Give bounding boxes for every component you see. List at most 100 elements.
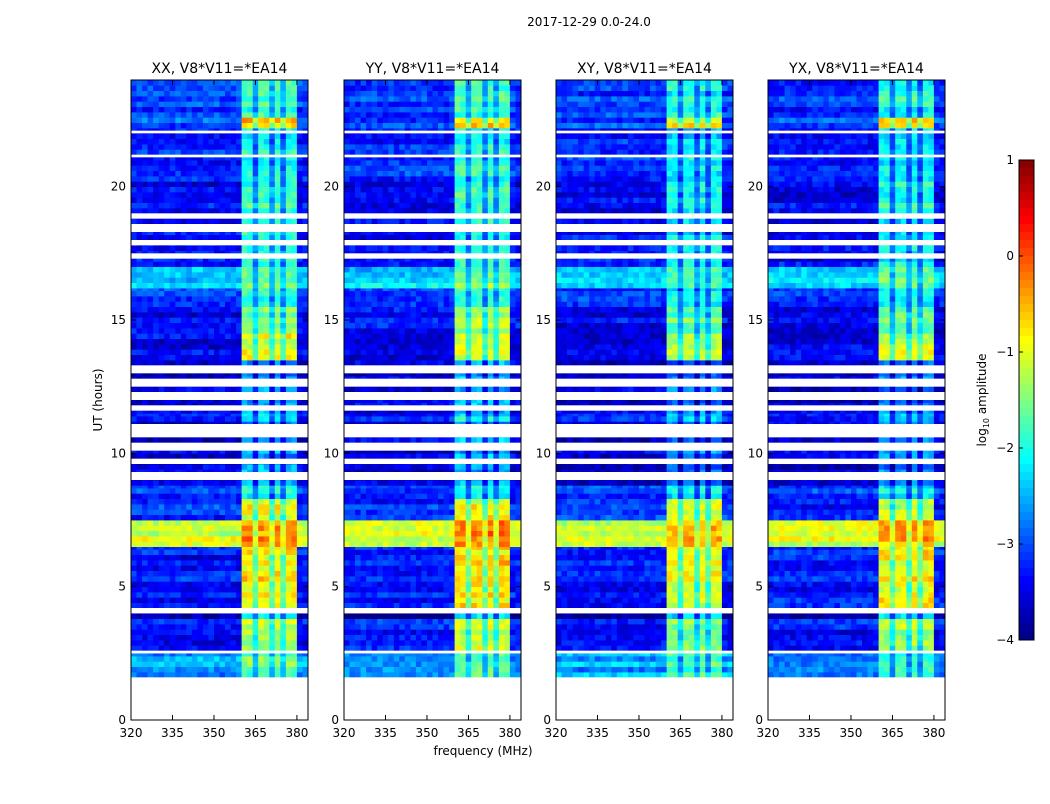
heatmap-cell [242,171,248,177]
heatmap-cell [242,323,248,329]
heatmap-cell [242,555,248,561]
heatmap-cell [175,504,181,510]
heatmap-cell [264,139,270,145]
heatmap-cell [247,656,253,662]
heatmap-cell [159,587,165,593]
heatmap-cell [297,581,303,587]
heatmap-cell [355,603,361,609]
heatmap-cell [366,581,372,587]
heatmap-cell [203,139,209,145]
heatmap-cell [433,531,439,537]
heatmap-cell [242,355,248,361]
heatmap-cell [394,560,400,566]
heatmap-cell [344,624,350,630]
heatmap-cell [264,499,270,505]
heatmap-cell [186,520,192,526]
heatmap-cell [175,85,181,91]
heatmap-cell [264,133,270,139]
heatmap-cell [242,112,248,118]
heatmap-cell [355,453,361,459]
heatmap-cell [269,301,275,307]
heatmap-cell [164,272,170,278]
heatmap-cell [231,547,237,550]
heatmap-cell [247,245,253,251]
heatmap-cell [208,181,214,187]
heatmap-cell [247,499,253,505]
heatmap-cell [197,656,203,662]
heatmap-cell [427,485,433,488]
heatmap-cell [280,531,286,537]
heatmap-cell [170,437,176,443]
heatmap-cell [242,192,248,198]
heatmap-cell [170,581,176,587]
heatmap-cell [131,504,137,510]
heatmap-cell [416,520,422,526]
heatmap-cell [148,592,154,598]
heatmap-cell [197,235,203,241]
heatmap-cell [148,413,154,416]
heatmap-cell [394,672,400,678]
heatmap-cell [504,565,510,571]
heatmap-cell [131,333,137,339]
heatmap-cell [214,307,220,313]
heatmap-cell [242,107,248,113]
heatmap-cell [197,101,203,107]
heatmap-cell [449,499,455,505]
heatmap-cell [366,587,372,593]
heatmap-cell [504,629,510,635]
heatmap-cell [231,667,237,673]
heatmap-cell [275,349,281,355]
heatmap-cell [164,208,170,214]
heatmap-cell [471,635,477,641]
heatmap-cell [170,504,176,510]
heatmap-cell [236,187,242,193]
heatmap-cell [504,536,510,542]
heatmap-cell [410,464,416,470]
heatmap-cell [164,149,170,155]
heatmap-cell [208,603,214,609]
heatmap-cell [427,520,433,526]
heatmap-cell [258,640,264,646]
heatmap-cell [231,208,237,214]
heatmap-cell [231,283,237,289]
heatmap-cell [258,277,264,283]
heatmap-cell [355,515,361,521]
heatmap-cell [269,139,275,145]
heatmap-cell [197,91,203,97]
heatmap-cell [493,656,499,662]
heatmap-cell [137,208,143,214]
heatmap-cell [488,645,494,651]
heatmap-cell [220,291,226,297]
heatmap-cell [197,160,203,166]
heatmap-cell [137,301,143,307]
heatmap-cell [148,197,154,203]
heatmap-cell [192,499,198,505]
heatmap-cell [258,112,264,118]
heatmap-cell [253,317,259,323]
heatmap-cell [203,629,209,635]
heatmap-cell [159,291,165,297]
heatmap-cell [280,328,286,334]
heatmap-cell [131,91,137,97]
heatmap-cell [131,144,137,150]
heatmap-cell [225,80,231,86]
heatmap-cell [203,560,209,566]
heatmap-cell [477,493,483,499]
heatmap-cell [247,571,253,577]
heatmap-cell [405,493,411,499]
heatmap-cell [231,525,237,531]
heatmap-cell [275,531,281,537]
heatmap-cell [488,499,494,505]
heatmap-cell [444,531,450,537]
heatmap-cell [197,488,203,494]
heatmap-cell [471,520,477,526]
heatmap-cell [258,208,264,214]
heatmap-cell [416,509,422,515]
heatmap-cell [350,515,356,521]
heatmap-cell [280,571,286,577]
heatmap-cell [499,464,505,470]
heatmap-cell [394,653,400,656]
heatmap-cell [192,355,198,361]
heatmap-cell [159,117,165,123]
heatmap-cell [297,277,303,283]
